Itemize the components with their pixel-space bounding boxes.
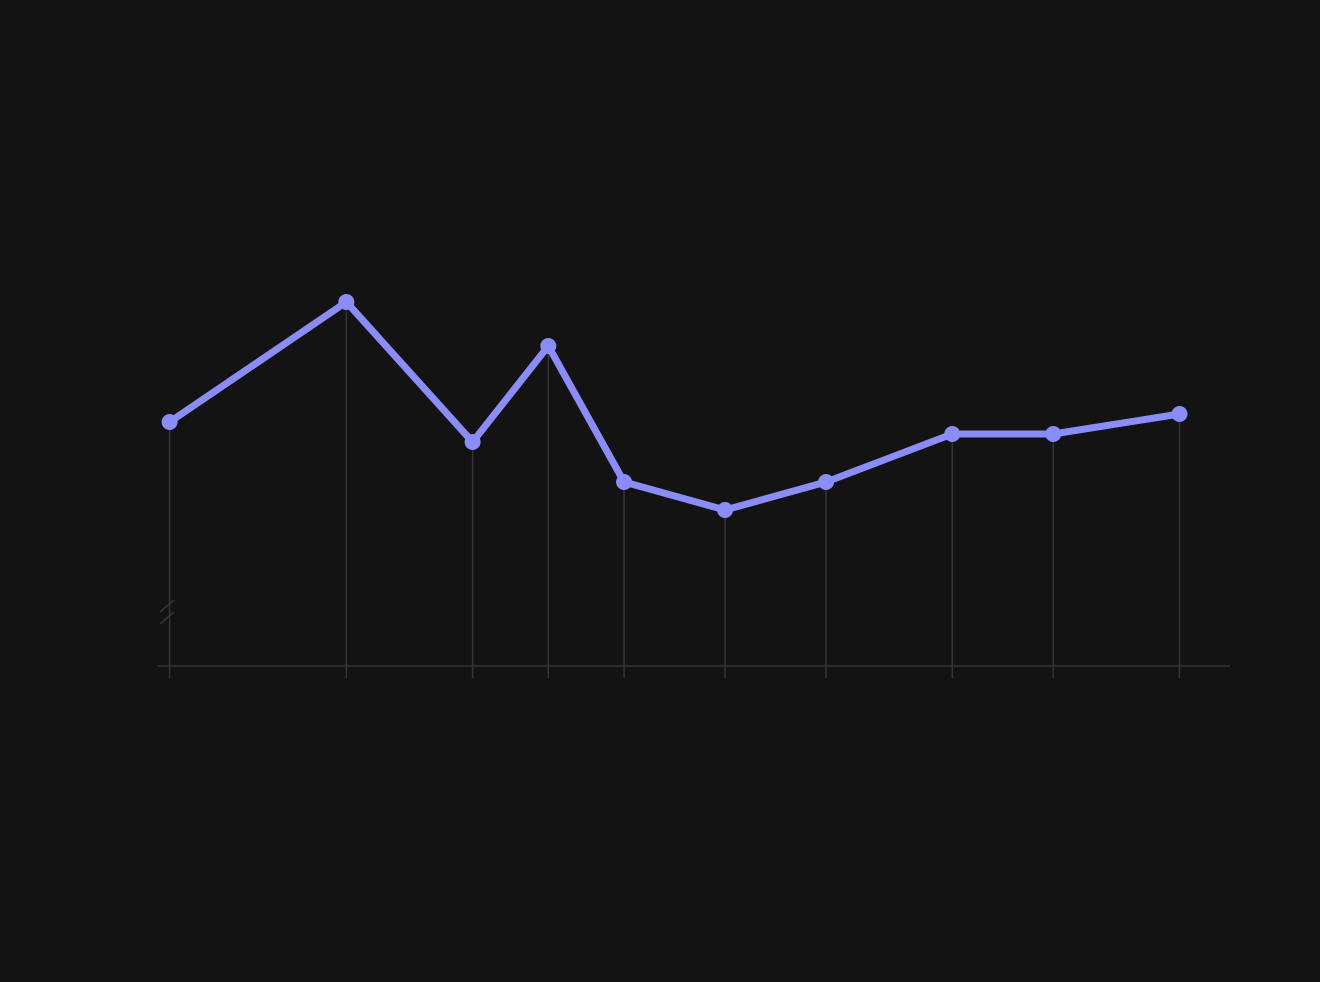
point — [464, 434, 481, 450]
axis-break-stroke — [159, 611, 175, 625]
point — [944, 426, 961, 442]
series-line — [167, 298, 1181, 514]
point — [338, 294, 355, 310]
point — [717, 502, 734, 518]
point — [1045, 426, 1062, 442]
point — [616, 474, 633, 490]
axis-break — [159, 599, 175, 625]
point — [161, 414, 178, 430]
point — [540, 338, 557, 354]
axis-break-stroke — [159, 599, 175, 613]
point — [1171, 406, 1188, 422]
point — [818, 474, 835, 490]
